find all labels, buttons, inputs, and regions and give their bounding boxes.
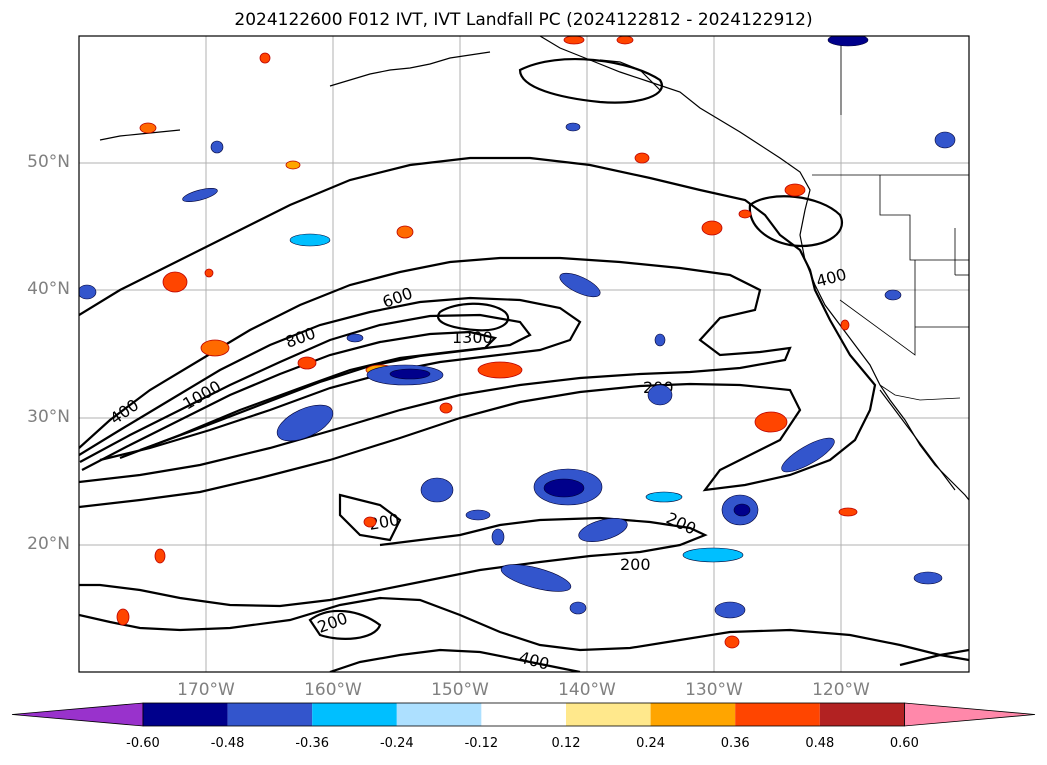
positive-pc-blobs: [116, 36, 858, 649]
colorbar-tick-label: 0.36: [720, 736, 750, 751]
colorbar: [11, 702, 1036, 727]
contour-label-200-south2: 200: [620, 555, 651, 574]
colorbar-tick-label: -0.48: [210, 736, 245, 751]
colorbar-extend-max: [904, 702, 1036, 727]
colorbar-frame: [142, 702, 905, 727]
colorbar-extend-min: [11, 702, 144, 727]
lat-label-20n: 20°N: [27, 534, 70, 554]
map-frame: [78, 35, 970, 673]
colorbar-segment: [143, 703, 228, 726]
colorbar-segment: [566, 703, 651, 726]
colorbar-tick-label: 0.12: [551, 736, 581, 751]
colorbar-segment: [481, 703, 566, 726]
colorbar-segment: [227, 703, 313, 726]
colorbar-segment: [819, 703, 905, 726]
lon-label-150w: 150°W: [431, 680, 489, 700]
lon-label-170w: 170°W: [177, 680, 235, 700]
colorbar-tick-label: 0.60: [889, 736, 919, 751]
colorbar-tick-label: -0.24: [379, 736, 414, 751]
lon-label-140w: 140°W: [558, 680, 616, 700]
lon-label-120w: 120°W: [812, 680, 870, 700]
map-title: 2024122600 F012 IVT, IVT Landfall PC (20…: [234, 10, 813, 30]
borders: [812, 36, 969, 401]
lat-label-40n: 40°N: [27, 279, 70, 299]
colorbar-tick-label: -0.60: [126, 736, 160, 751]
lat-label-30n: 30°N: [27, 407, 70, 427]
lat-label-50n: 50°N: [27, 152, 70, 172]
colorbar-segment: [735, 703, 820, 726]
colorbar-tick-label: 0.48: [805, 736, 835, 751]
contour-label-1300: 1300: [452, 328, 493, 347]
lon-label-130w: 130°W: [685, 680, 743, 700]
ivt-contours: [79, 57, 969, 672]
colorbar-segment: [650, 703, 736, 726]
colorbar-segment: [396, 703, 482, 726]
colorbar-segment: [312, 703, 397, 726]
negative-pc-blobs: [79, 36, 956, 619]
colorbar-tick-label: -0.12: [464, 736, 499, 751]
colorbar-tick-label: -0.36: [295, 736, 329, 751]
lon-label-160w: 160°W: [304, 680, 362, 700]
colorbar-tick-label: 0.24: [636, 736, 666, 751]
coastline: [99, 36, 969, 501]
